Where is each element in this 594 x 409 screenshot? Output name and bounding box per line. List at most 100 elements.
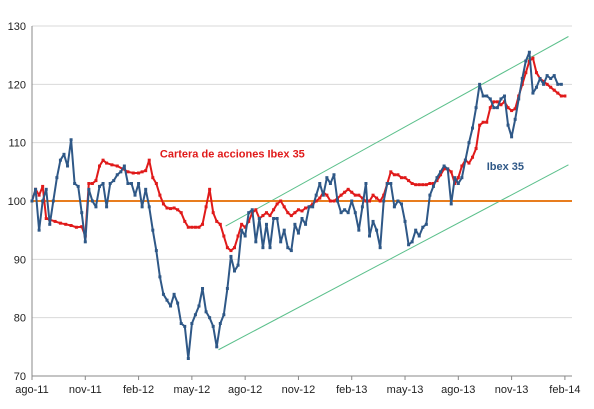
data-point <box>328 199 332 203</box>
data-point <box>314 199 318 203</box>
data-point <box>229 249 233 253</box>
data-point <box>80 211 84 215</box>
data-point <box>144 169 148 173</box>
x-tick-label: nov-11 <box>69 384 102 396</box>
data-point <box>485 120 489 124</box>
series-line <box>31 51 562 360</box>
data-point <box>382 193 386 197</box>
data-point <box>289 249 293 253</box>
data-point <box>193 313 197 317</box>
data-point <box>233 269 236 273</box>
data-point <box>172 292 176 296</box>
data-point <box>385 182 389 185</box>
data-point <box>41 199 45 203</box>
data-point <box>48 222 52 226</box>
data-point <box>556 91 560 95</box>
data-point <box>300 217 304 220</box>
y-tick-label: 100 <box>8 196 26 208</box>
data-point <box>399 176 403 180</box>
data-point <box>243 234 247 238</box>
data-point <box>311 205 315 209</box>
data-point <box>215 345 219 349</box>
data-point <box>360 196 364 200</box>
data-point <box>343 208 347 212</box>
data-point <box>69 224 73 227</box>
data-point <box>552 74 556 78</box>
data-point <box>421 225 425 229</box>
data-point <box>233 246 236 250</box>
data-point <box>368 199 371 203</box>
data-point <box>353 211 357 215</box>
data-point <box>172 206 176 210</box>
data-point <box>389 182 393 185</box>
data-point <box>353 193 357 197</box>
data-point <box>261 246 265 250</box>
data-point <box>55 176 59 180</box>
data-point <box>254 208 258 212</box>
data-point <box>201 222 205 226</box>
data-point <box>190 322 194 325</box>
data-point <box>478 123 482 127</box>
data-point <box>69 138 73 142</box>
data-point <box>176 301 180 305</box>
data-point <box>144 187 148 191</box>
data-point <box>204 310 208 314</box>
data-point <box>53 219 57 223</box>
data-point <box>499 97 503 101</box>
data-point <box>524 71 528 75</box>
data-point <box>424 183 428 187</box>
data-point <box>229 254 233 258</box>
data-point <box>87 182 91 185</box>
data-point <box>332 173 336 177</box>
data-point <box>559 94 563 98</box>
data-point <box>41 184 45 188</box>
data-point <box>76 184 80 188</box>
data-point <box>268 246 272 250</box>
data-point <box>371 193 375 197</box>
data-point <box>431 182 435 185</box>
data-point <box>58 221 62 225</box>
data-point <box>435 179 439 183</box>
data-point <box>339 193 343 197</box>
data-point <box>165 298 169 302</box>
x-tick-label: feb-12 <box>123 384 154 396</box>
data-point <box>410 182 414 185</box>
data-point <box>321 193 325 197</box>
data-point <box>133 193 137 197</box>
data-point <box>396 199 400 203</box>
data-point <box>534 85 538 89</box>
data-point <box>357 228 361 232</box>
data-point <box>506 123 510 127</box>
data-point <box>531 56 535 60</box>
data-point <box>474 106 478 110</box>
data-point <box>247 211 251 215</box>
y-tick-label: 80 <box>14 313 26 325</box>
data-point <box>282 228 286 232</box>
y-tick-label: 70 <box>14 371 26 383</box>
data-point <box>421 183 425 187</box>
data-point <box>346 211 350 215</box>
data-point <box>272 217 276 220</box>
data-point <box>158 275 162 279</box>
data-point <box>261 214 265 218</box>
data-point <box>524 59 528 63</box>
data-point <box>80 225 84 229</box>
data-point <box>463 158 467 162</box>
trend-channel-line <box>225 36 569 227</box>
data-point <box>556 82 560 86</box>
data-point <box>51 199 55 203</box>
data-point <box>325 176 329 180</box>
data-point <box>403 219 407 223</box>
data-point <box>442 167 446 171</box>
data-point <box>542 79 546 83</box>
y-tick-label: 90 <box>14 254 26 266</box>
data-point <box>428 193 432 197</box>
data-point <box>151 176 155 180</box>
data-point <box>98 164 101 168</box>
data-point <box>147 205 151 209</box>
data-point <box>407 243 411 247</box>
data-point <box>161 202 165 206</box>
data-point <box>371 219 375 223</box>
data-point <box>492 106 496 110</box>
